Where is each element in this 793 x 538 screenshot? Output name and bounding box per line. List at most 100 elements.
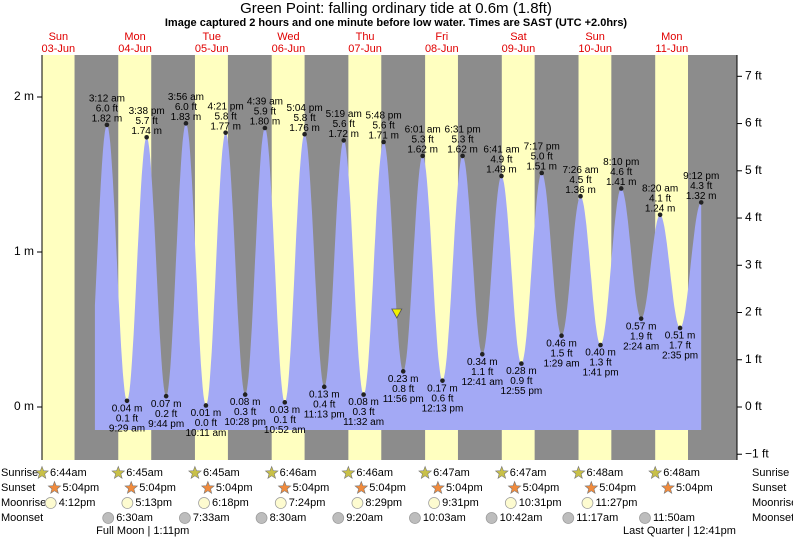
- moonset-icon: [409, 512, 421, 524]
- tide-label: 1:29 am: [543, 358, 579, 369]
- moonset-icon: [179, 512, 191, 524]
- tide-label: 0.8 ft: [392, 384, 414, 395]
- high-tide-point: [183, 121, 189, 126]
- low-tide-point: [677, 325, 683, 331]
- sunrise-icon: [418, 465, 433, 479]
- row-label: Moonset: [1, 512, 43, 524]
- high-tide-point: [144, 135, 149, 140]
- moonrise-icon: [44, 497, 57, 509]
- row-label: Sunrise: [1, 467, 38, 479]
- tide-label: 1.49 m: [486, 165, 517, 176]
- day-name: Tue: [202, 31, 221, 43]
- sunset-time: 5:04pm: [139, 482, 176, 494]
- sunrise-time: 6:46am: [356, 467, 393, 479]
- tide-label: 2:35 pm: [662, 351, 698, 362]
- low-tide-point: [361, 392, 366, 397]
- low-tide-point: [203, 403, 209, 408]
- moonset-time: 11:50am: [653, 512, 695, 524]
- moonset-time: 8:30am: [270, 512, 307, 524]
- moonrise-icon: [121, 497, 134, 509]
- row-label: Moonrise: [752, 497, 793, 509]
- sunset-icon: [507, 480, 522, 494]
- y2-tick-label: 7 ft: [745, 68, 762, 82]
- tide-label: 2:24 am: [623, 341, 659, 352]
- day-name: Fri: [435, 31, 448, 43]
- day-date: 08-Jun: [425, 43, 459, 55]
- y-tick-label: 1 m: [14, 244, 34, 258]
- sunrise-icon: [188, 465, 202, 479]
- moonset-time: 11:17am: [576, 512, 618, 524]
- tide-label: 12:13 pm: [422, 403, 464, 414]
- tide-label: 6:41 am: [483, 145, 519, 156]
- low-tide-point: [638, 316, 644, 321]
- tide-label: 1.24 m: [645, 203, 676, 214]
- moonset-icon: [102, 512, 115, 524]
- tide-label: 1:41 pm: [582, 368, 618, 379]
- tide-label: 1.71 m: [368, 131, 399, 142]
- tide-label: 1.1 ft: [471, 367, 493, 378]
- high-tide-point: [341, 138, 347, 143]
- tide-label: 0.07 m: [151, 399, 182, 410]
- sunset-time: 5:04pm: [523, 482, 560, 494]
- tide-label: 0.3 ft: [234, 407, 256, 418]
- moonset-icon: [562, 512, 575, 524]
- tide-label: 12:55 pm: [501, 386, 543, 397]
- tide-label: 0.04 m: [112, 403, 143, 414]
- moonrise-time: 5:13pm: [135, 497, 172, 509]
- daylight-band: [42, 55, 75, 460]
- sunset-time: 5:04pm: [446, 482, 483, 494]
- tide-label: 6.0 ft: [96, 104, 118, 115]
- y2-tick-label: 4 ft: [745, 210, 762, 224]
- tide-label: 0.1 ft: [274, 415, 296, 426]
- tide-label: 1.7 ft: [669, 341, 691, 352]
- tide-label: 0.01 m: [191, 408, 222, 419]
- tide-label: 0.03 m: [269, 405, 300, 416]
- tide-label: 1.62 m: [407, 145, 438, 156]
- sunset-icon: [661, 480, 675, 494]
- tide-label: 4.5 ft: [569, 175, 591, 186]
- tide-label: 4:21 pm: [208, 101, 244, 112]
- tide-label: 0.6 ft: [431, 393, 453, 404]
- tide-label: 1.32 m: [686, 191, 717, 202]
- low-tide-point: [124, 398, 130, 404]
- moonset-icon: [485, 512, 498, 524]
- sunset-icon: [354, 480, 369, 494]
- day-name: Sun: [49, 31, 69, 43]
- high-tide-point: [381, 139, 386, 145]
- sunrise-icon: [494, 465, 509, 479]
- tide-label: 5.8 ft: [214, 111, 236, 122]
- sunset-icon: [584, 480, 599, 494]
- high-tide-point: [460, 153, 465, 159]
- sunset-icon: [277, 480, 292, 494]
- moonrise-icon: [504, 497, 517, 509]
- low-tide-point: [163, 393, 169, 399]
- sunset-time: 5:04pm: [599, 482, 636, 494]
- y2-tick-label: 6 ft: [745, 116, 762, 130]
- tide-label: 5.3 ft: [451, 135, 473, 146]
- high-tide-point: [420, 153, 425, 159]
- tide-label: 3:12 am: [89, 94, 125, 105]
- tide-label: 0.4 ft: [313, 399, 335, 410]
- tide-label: 0.1 ft: [116, 413, 138, 424]
- tide-label: 5.6 ft: [372, 121, 394, 132]
- tide-label: 0.08 m: [348, 397, 379, 408]
- tide-label: 1.41 m: [606, 177, 637, 188]
- moonrise-time: 10:31pm: [519, 497, 562, 509]
- day-name: Wed: [277, 31, 299, 43]
- day-name: Sun: [585, 31, 605, 43]
- day-name: Thu: [356, 31, 375, 43]
- moonrise-icon: [274, 497, 287, 509]
- tide-label: 0.0 ft: [195, 418, 217, 429]
- tide-label: 5:04 pm: [287, 103, 323, 114]
- sunset-time: 5:04pm: [63, 482, 100, 494]
- tide-label: 5.9 ft: [254, 107, 276, 118]
- sunrise-icon: [111, 465, 126, 479]
- day-date: 05-Jun: [195, 43, 229, 55]
- low-tide-point: [479, 351, 485, 357]
- high-tide-point: [698, 200, 704, 205]
- moonrise-icon: [428, 497, 440, 509]
- moon-phase: Last Quarter | 12:41pm: [623, 525, 736, 537]
- tide-label: 5.7 ft: [136, 116, 158, 127]
- tide-label: 6:01 am: [405, 125, 441, 136]
- day-date: 11-Jun: [655, 43, 688, 55]
